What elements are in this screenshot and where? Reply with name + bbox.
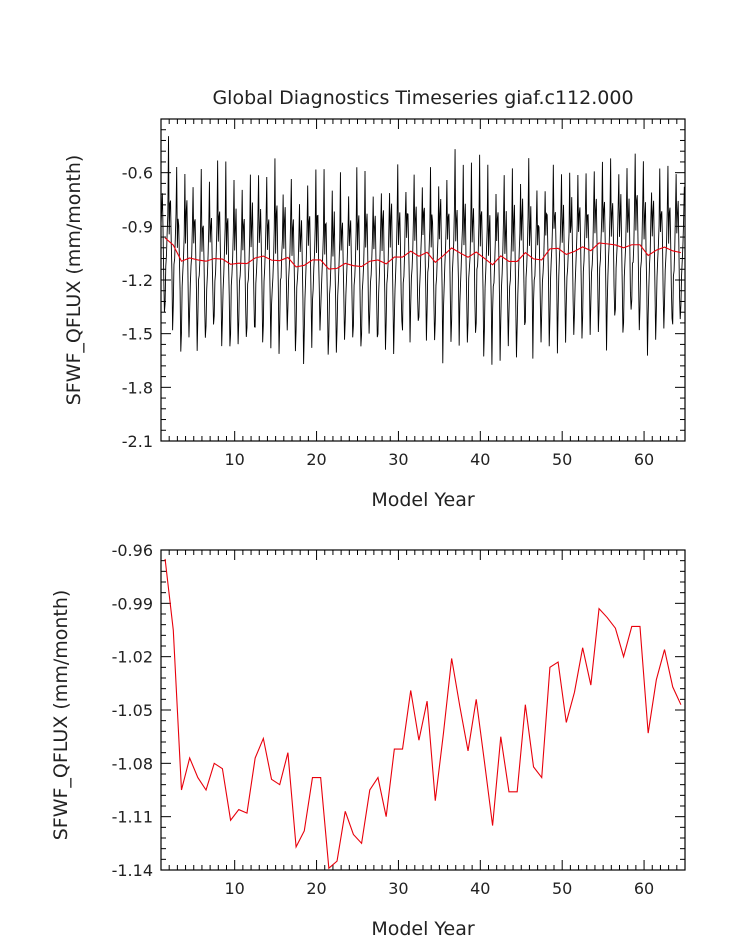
y-tick-label: -1.05 [112, 701, 153, 720]
y-tick-label: -1.02 [112, 648, 153, 667]
x-tick-label: 10 [225, 879, 245, 898]
y-tick-label: -0.96 [112, 541, 153, 560]
y-tick-label: -0.99 [112, 594, 153, 613]
y-tick-label: -1.2 [122, 271, 153, 290]
x-tick-label: 40 [470, 450, 490, 469]
x-axis-label: Model Year [371, 489, 475, 511]
annual-mean-series-line [164, 237, 682, 270]
y-tick-label: -0.9 [122, 217, 153, 236]
x-tick-label: 20 [306, 879, 326, 898]
x-tick-label: 50 [552, 450, 572, 469]
monthly-series-line [161, 136, 685, 365]
y-axis-label: SFWF_QFLUX (mm/month) [63, 155, 85, 406]
y-axis-label: SFWF_QFLUX (mm/month) [50, 590, 72, 841]
chart-title: Global Diagnostics Timeseries giaf.c112.… [212, 87, 633, 109]
y-tick-label: -1.5 [122, 325, 153, 344]
y-tick-label: -1.8 [122, 378, 153, 397]
x-axis-label: Model Year [371, 918, 475, 940]
x-tick-label: 50 [552, 879, 572, 898]
y-tick-label: -0.6 [122, 164, 153, 183]
x-tick-label: 30 [388, 450, 408, 469]
y-tick-label: -1.14 [112, 861, 153, 880]
plot-frame [160, 549, 686, 871]
annual-mean-series-line [164, 558, 682, 870]
x-tick-label: 20 [306, 450, 326, 469]
x-tick-label: 10 [225, 450, 245, 469]
y-tick-label: -1.11 [112, 808, 153, 827]
y-tick-label: -1.08 [112, 754, 153, 773]
x-tick-label: 30 [388, 879, 408, 898]
x-tick-label: 60 [634, 450, 654, 469]
y-tick-label: -2.1 [122, 432, 153, 451]
x-tick-label: 40 [470, 879, 490, 898]
top-chart: Global Diagnostics Timeseries giaf.c112.… [63, 87, 686, 511]
bottom-chart: SFWF_QFLUX (mm/month) Model Year 10 20 30 4… [50, 541, 686, 940]
x-tick-label: 60 [634, 879, 654, 898]
plot-area: 10 20 30 40 50 60 -2.1 -1.8 -1.5 -1.2 -0.9 -0.6 [122, 118, 686, 469]
plot-area: 10 20 30 40 50 60 -1.14 -1.11 -1.08 -1.05 -1.02 -0.… [112, 541, 686, 898]
